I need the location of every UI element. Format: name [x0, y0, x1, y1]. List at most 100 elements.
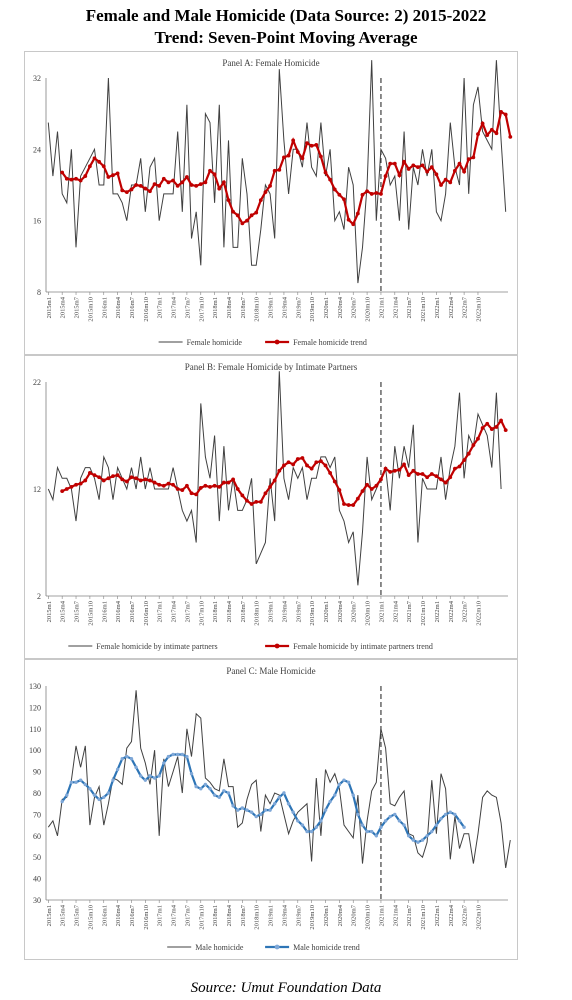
x-tick-label: 2021m10 [420, 297, 427, 322]
x-tick-label: 2021m7 [406, 296, 413, 318]
trend-point [328, 471, 333, 475]
x-tick-label: 2020m4 [337, 904, 344, 926]
x-tick-label: 2018m1 [212, 905, 219, 926]
x-tick-label: 2018m4 [226, 600, 233, 622]
x-tick-label: 2020m10 [365, 905, 372, 930]
x-tick-label: 2017m4 [171, 600, 178, 622]
trend-point [254, 814, 258, 819]
trend-point [148, 774, 152, 778]
trend-point [222, 789, 226, 793]
x-tick-label: 2015m7 [74, 904, 81, 926]
trend-point [106, 476, 111, 481]
trend-point [115, 473, 120, 477]
x-tick-label: 2018m1 [212, 297, 219, 318]
trend-point [272, 802, 277, 806]
x-tick-label: 2017m10 [198, 905, 205, 930]
y-tick-label: 30 [33, 896, 41, 905]
trend-point [175, 752, 180, 757]
trend-point [406, 834, 411, 838]
y-tick-label: 80 [33, 789, 41, 798]
x-tick-label: 2018m7 [240, 296, 247, 318]
trend-point [212, 172, 217, 177]
panel-a-chart: Panel A: Female Homicide 8 16 24 32 2015m1 201… [33, 58, 513, 347]
x-tick-label: 2017m7 [184, 600, 191, 622]
trend-point [185, 483, 189, 488]
x-tick-label: 2019m7 [295, 600, 302, 622]
x-tick-label: 2019m10 [309, 297, 316, 322]
trend-point [217, 186, 222, 191]
trend-point [318, 154, 323, 159]
y-tick-label: 8 [37, 288, 41, 297]
trend-point [120, 188, 125, 193]
trend-point [499, 418, 503, 423]
x-tick-label: 2022m4 [448, 296, 455, 318]
x-tick-label: 2016m1 [101, 905, 108, 926]
trend-point [199, 787, 203, 791]
y-tick-label: 120 [29, 703, 41, 712]
y-tick-label: 90 [33, 768, 41, 777]
chart-title-line2: Trend: Seven-Point Moving Average [154, 28, 418, 47]
x-tick-label: 2017m1 [157, 905, 164, 926]
trend-point [87, 471, 92, 475]
trend-point [365, 829, 369, 834]
trend-point [295, 457, 300, 461]
x-tick-label: 2022m7 [462, 904, 469, 926]
x-tick-label: 2022m4 [448, 600, 455, 622]
trend-point [406, 473, 411, 477]
source-note: Source: Umut Foundation Data [190, 980, 382, 996]
x-tick-label: 2021m1 [378, 601, 385, 622]
trend-point [314, 825, 318, 829]
x-tick-label: 2018m10 [254, 905, 261, 930]
trend-point [383, 819, 388, 823]
trend-point [282, 463, 286, 468]
trend-point [337, 782, 342, 787]
trend-point [388, 161, 393, 166]
x-tick-label: 2015m4 [60, 904, 67, 926]
panel-title: Panel B: Female Homicide by Intimate Par… [185, 362, 358, 372]
trend-point [457, 819, 462, 823]
trend-point [198, 486, 203, 490]
trend-point [226, 480, 231, 485]
legend-label: Female homicide by intimate partners tre… [293, 642, 433, 651]
trend-point [272, 478, 277, 483]
trend-point [129, 475, 134, 480]
trend-point [245, 218, 249, 223]
trend-point [180, 752, 184, 757]
trend-point [157, 774, 161, 778]
x-tick-label: 2018m7 [240, 600, 247, 622]
x-tick-label: 2019m7 [295, 904, 302, 926]
x-tick-label: 2022m10 [475, 601, 482, 626]
trend-point [453, 812, 457, 817]
x-tick-label: 2016m7 [129, 904, 136, 926]
x-tick-label: 2019m4 [281, 600, 288, 622]
trend-point [97, 475, 102, 480]
x-tick-label: 2020m4 [337, 296, 344, 318]
x-tick-label: 2022m10 [475, 905, 482, 930]
x-tick-label: 2021m10 [420, 905, 427, 930]
x-tick-label: 2019m1 [268, 297, 275, 318]
trend-point [203, 483, 208, 488]
trend-point [78, 481, 83, 486]
trend-point [282, 791, 286, 795]
trend-point [120, 477, 125, 482]
trend-point [152, 776, 157, 780]
trend-point [217, 795, 221, 799]
trend-point [374, 834, 379, 838]
trend-point [499, 109, 503, 114]
trend-point [60, 489, 65, 494]
x-tick-label: 2015m4 [60, 296, 67, 318]
x-tick-label: 2020m1 [323, 601, 330, 622]
trend-point [97, 797, 101, 802]
trend-point [286, 460, 291, 465]
trend-point [291, 138, 296, 143]
x-tick-label: 2022m7 [462, 600, 469, 622]
trend-point [443, 177, 448, 182]
trend-point [101, 164, 106, 169]
x-tick-label: 2019m1 [268, 905, 275, 926]
y-tick-label: 50 [33, 853, 41, 862]
trend-point [194, 784, 198, 789]
trend-point [434, 172, 439, 177]
trend-point [508, 134, 513, 139]
trend-point [268, 484, 272, 489]
trend-point [434, 823, 439, 827]
